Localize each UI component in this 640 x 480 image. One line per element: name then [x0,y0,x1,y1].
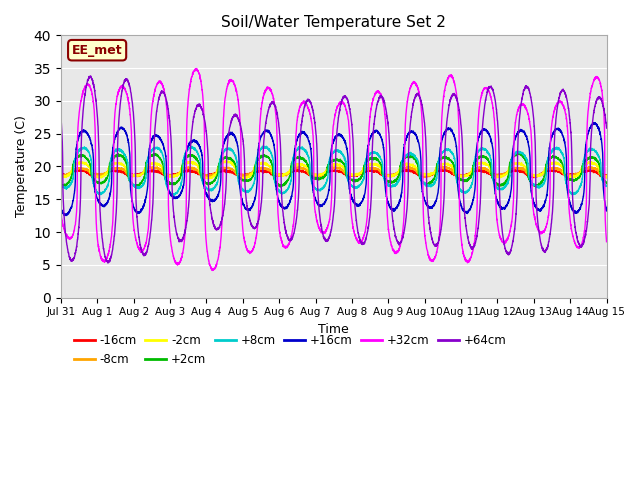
-8cm [456,172,464,178]
-2cm [456,173,464,179]
-8cm [602,175,610,181]
+16cm [602,206,610,212]
Legend: -16cm, -8cm, -2cm, +2cm, +8cm, +16cm, +32cm, +64cm: -16cm, -8cm, -2cm, +2cm, +8cm, +16cm, +3… [69,329,511,371]
Line: +2cm: +2cm [61,153,607,187]
+8cm [426,184,434,190]
-8cm [487,170,495,176]
+32cm [155,79,163,85]
+32cm [314,220,321,226]
-8cm [603,172,611,178]
-16cm [512,166,520,171]
+8cm [57,183,65,189]
-2cm [426,172,434,178]
+16cm [590,120,598,125]
+64cm [603,125,611,131]
+2cm [487,168,495,174]
+8cm [155,145,163,151]
+16cm [603,207,611,213]
+2cm [57,182,65,188]
+64cm [426,226,434,232]
+2cm [602,180,610,185]
+32cm [57,212,65,217]
+2cm [314,177,321,182]
Line: -8cm: -8cm [61,166,607,178]
Line: +8cm: +8cm [61,146,607,195]
-2cm [487,169,495,175]
Title: Soil/Water Temperature Set 2: Soil/Water Temperature Set 2 [221,15,446,30]
-8cm [314,174,321,180]
Text: EE_met: EE_met [72,44,122,57]
+64cm [156,94,163,100]
-2cm [602,175,610,180]
+16cm [487,136,495,142]
+16cm [456,199,464,204]
-16cm [155,169,163,175]
-8cm [57,172,65,178]
-2cm [221,157,229,163]
+8cm [602,182,610,188]
-16cm [456,173,464,179]
+8cm [260,143,268,149]
+32cm [193,66,200,72]
Y-axis label: Temperature (C): Temperature (C) [15,116,28,217]
Line: +16cm: +16cm [61,122,607,216]
+2cm [515,150,522,156]
+32cm [602,232,610,238]
+16cm [426,205,434,211]
+2cm [456,177,464,183]
+32cm [603,239,611,245]
+64cm [487,84,495,90]
+2cm [60,184,67,190]
+2cm [603,180,611,186]
-2cm [314,172,321,178]
-16cm [426,172,433,178]
+64cm [87,73,95,79]
-8cm [405,163,413,169]
+64cm [314,180,321,185]
+32cm [209,267,216,273]
+16cm [57,205,65,211]
+32cm [487,95,495,101]
Line: -16cm: -16cm [61,168,607,178]
-16cm [487,171,495,177]
+64cm [456,115,464,120]
-16cm [530,175,538,180]
Line: +32cm: +32cm [61,69,607,270]
Line: +64cm: +64cm [61,76,607,263]
X-axis label: Time: Time [318,323,349,336]
+16cm [314,201,321,206]
-16cm [57,173,65,179]
-16cm [314,172,321,178]
+8cm [170,192,177,198]
+32cm [456,223,464,229]
-2cm [155,162,163,168]
-2cm [603,175,611,180]
+32cm [426,255,434,261]
+16cm [156,134,163,140]
-8cm [426,173,434,179]
+16cm [62,213,70,218]
+2cm [426,182,434,188]
-8cm [602,173,610,179]
+8cm [603,183,611,189]
-8cm [155,167,163,172]
-16cm [603,172,611,178]
+8cm [487,156,495,162]
+8cm [314,188,321,193]
+2cm [156,155,163,161]
+64cm [104,260,112,266]
-2cm [57,173,65,179]
+64cm [602,120,610,125]
-2cm [204,176,211,181]
+8cm [456,187,464,192]
-16cm [602,172,610,178]
+64cm [57,115,65,120]
Line: -2cm: -2cm [61,160,607,179]
